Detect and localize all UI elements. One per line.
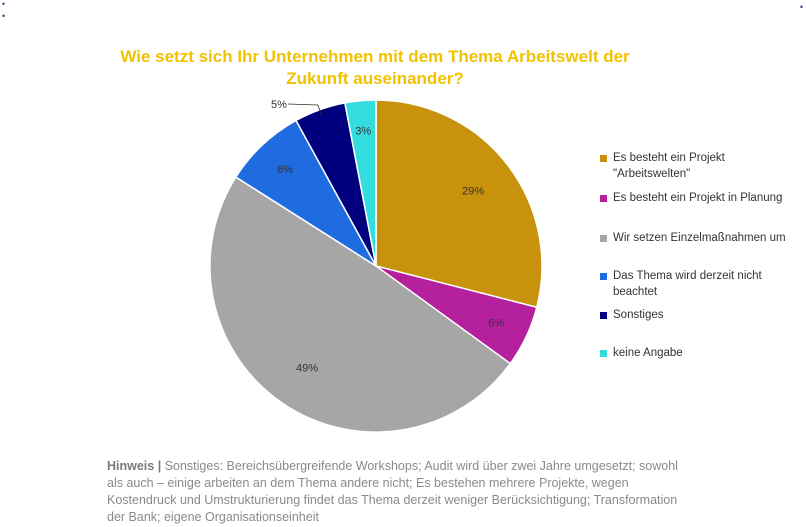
pie-slice: [344, 99, 377, 267]
footnote-text: Sonstiges: Bereichsübergreifende Worksho…: [107, 459, 678, 524]
footnote: Hinweis | Sonstiges: Bereichsübergreifen…: [107, 458, 697, 526]
data-label: 6%: [488, 318, 504, 330]
legend-label: Wir setzen Einzelmaßnahmen um: [613, 232, 786, 244]
legend-swatch: [600, 312, 607, 319]
data-label: 3%: [355, 126, 371, 138]
legend-item: Es besteht ein Projekt in Planung: [600, 190, 803, 206]
corner-mark-top-right: •: [799, 2, 803, 12]
footnote-label: Hinweis |: [107, 459, 162, 473]
pie-slice: [209, 176, 512, 433]
legend-label: Sonstiges: [613, 309, 664, 321]
legend-item: Sonstiges: [600, 307, 803, 323]
legend-swatch: [600, 195, 607, 202]
corner-mark-bottom-left: •: [2, 11, 6, 21]
legend-item: keine Angabe: [600, 345, 803, 361]
chart-title: Wie setzt sich Ihr Unternehmen mit dem T…: [120, 47, 630, 88]
data-label: 49%: [296, 363, 318, 375]
data-label: 29%: [462, 186, 484, 198]
data-label: 5%: [271, 99, 287, 111]
pie-slice: [375, 99, 543, 309]
legend-swatch: [600, 273, 607, 280]
legend-swatch: [600, 350, 607, 357]
legend-label: Es besteht ein Projekt in Planung: [613, 192, 783, 204]
legend-item: Wir setzen Einzelmaßnahmen um: [600, 230, 803, 246]
corner-mark-top-left: •: [2, 0, 6, 9]
legend-label: keine Angabe: [613, 347, 683, 359]
legend-label: Das Thema wird derzeit nicht beachtet: [613, 270, 762, 298]
legend-swatch: [600, 155, 607, 162]
legend-item: Es besteht ein Projekt "Arbeitswelten": [600, 150, 803, 182]
data-label: 8%: [277, 164, 293, 176]
leader-line: [287, 103, 323, 116]
legend-label: Es besteht ein Projekt "Arbeitswelten": [613, 152, 725, 180]
legend-swatch: [600, 235, 607, 242]
legend-item: Das Thema wird derzeit nicht beachtet: [600, 268, 803, 300]
